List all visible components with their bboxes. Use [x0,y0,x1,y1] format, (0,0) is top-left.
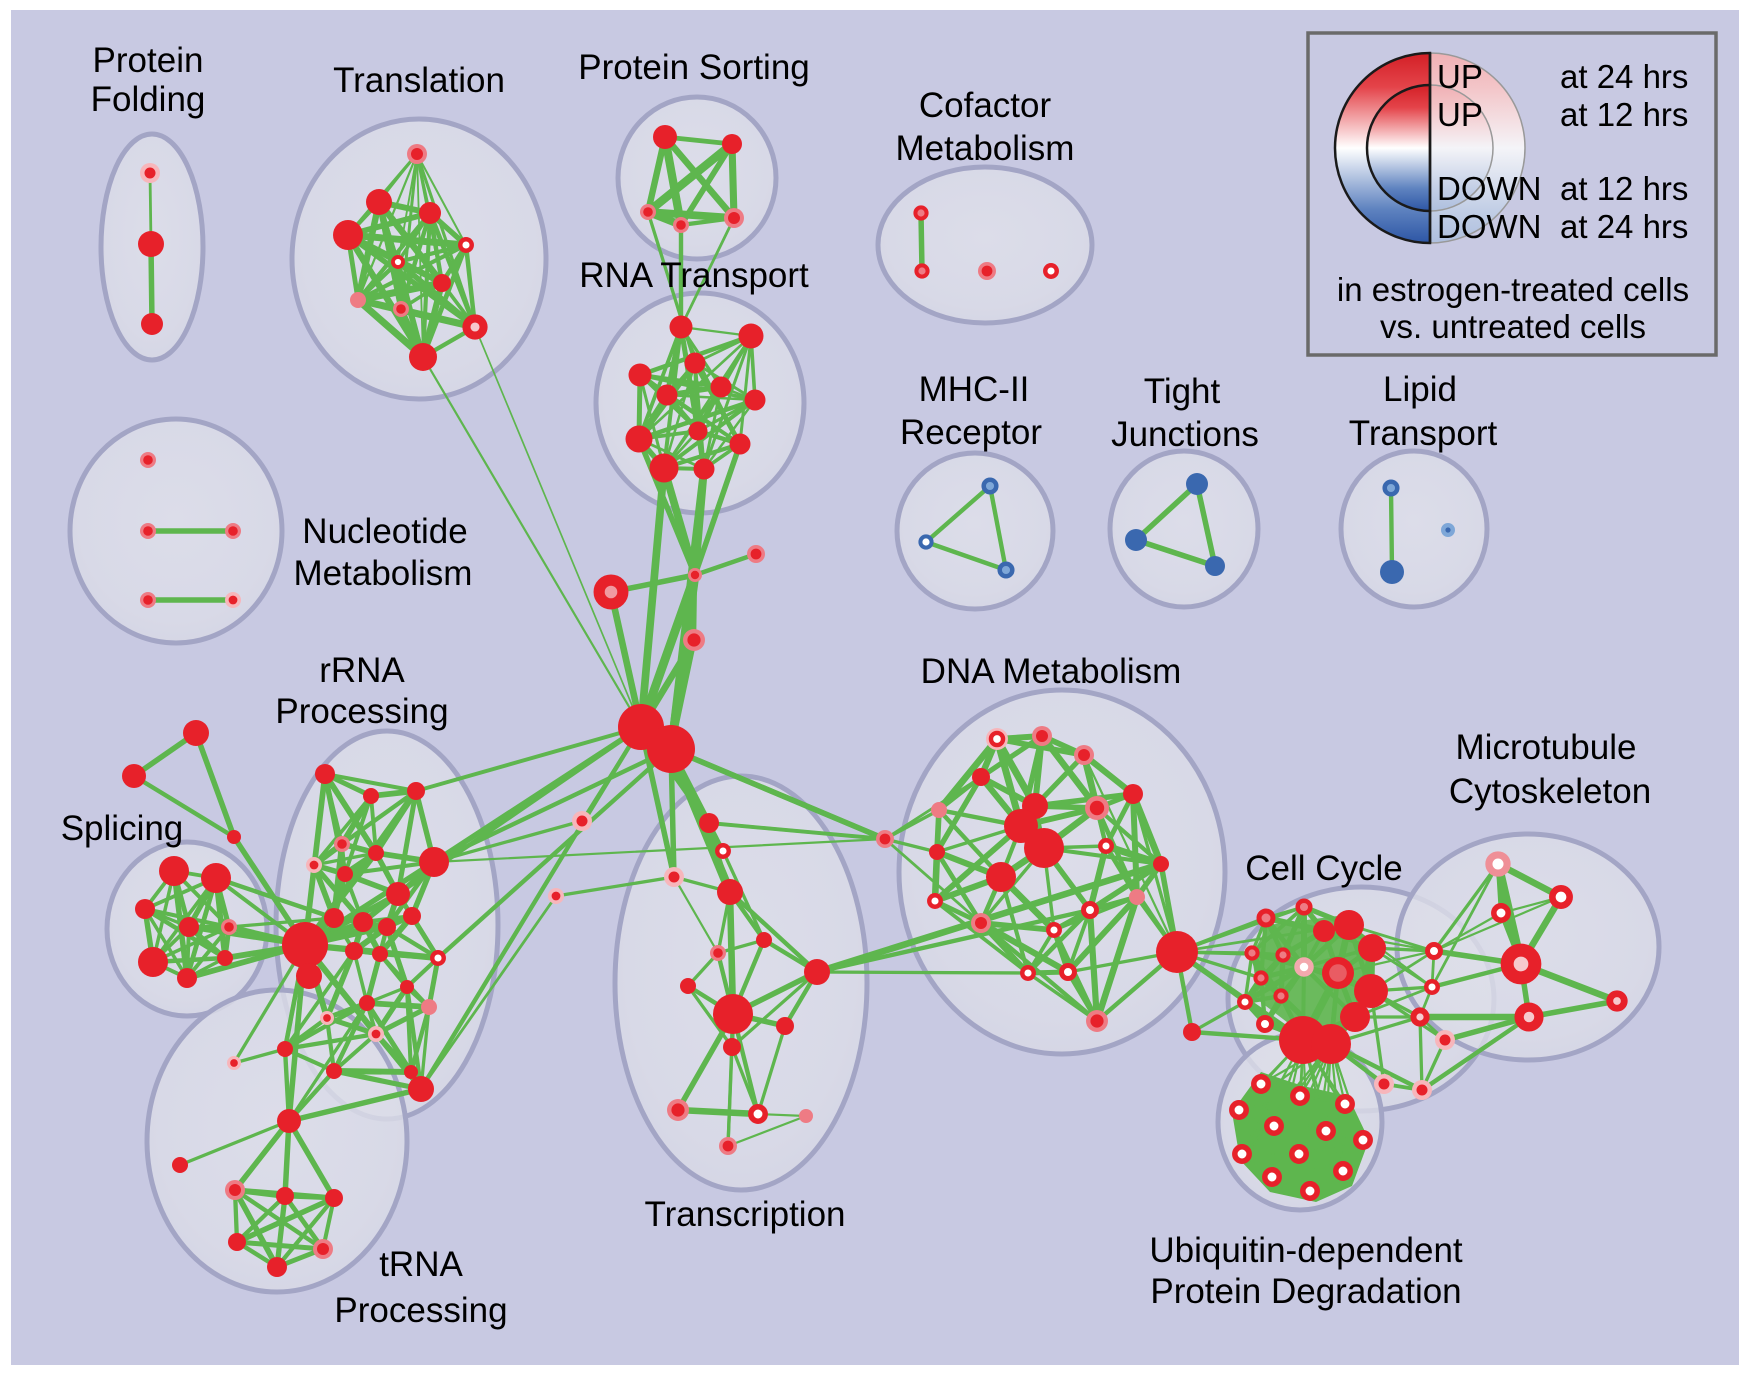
svg-text:rRNA: rRNA [319,651,405,690]
svg-text:Transcription: Transcription [645,1195,846,1234]
svg-text:at 12 hrs: at 12 hrs [1560,96,1688,133]
svg-text:Protein: Protein [93,41,204,80]
svg-text:Cell Cycle: Cell Cycle [1245,849,1403,888]
svg-text:Processing: Processing [275,692,448,731]
svg-text:Ubiquitin-dependent: Ubiquitin-dependent [1149,1231,1463,1270]
svg-text:UP: UP [1437,96,1483,133]
svg-text:Transport: Transport [1349,414,1498,453]
svg-text:Nucleotide: Nucleotide [302,512,467,551]
svg-text:RNA Transport: RNA Transport [579,256,809,295]
svg-text:Splicing: Splicing [61,809,184,848]
svg-text:MHC-II: MHC-II [919,370,1030,409]
svg-text:UP: UP [1437,58,1483,95]
svg-text:at 24 hrs: at 24 hrs [1560,208,1688,245]
svg-text:Microtubule: Microtubule [1456,728,1637,767]
svg-text:Cytoskeleton: Cytoskeleton [1449,772,1651,811]
svg-text:Metabolism: Metabolism [294,554,473,593]
svg-text:Processing: Processing [334,1291,507,1330]
svg-text:Lipid: Lipid [1383,370,1457,409]
svg-text:Protein Degradation: Protein Degradation [1150,1272,1461,1311]
svg-text:DOWN: DOWN [1437,170,1541,207]
svg-text:Metabolism: Metabolism [896,129,1075,168]
svg-text:at 24 hrs: at 24 hrs [1560,58,1688,95]
svg-text:Protein Sorting: Protein Sorting [578,48,810,87]
svg-text:DOWN: DOWN [1437,208,1541,245]
svg-text:Receptor: Receptor [900,413,1042,452]
svg-text:tRNA: tRNA [379,1245,463,1284]
svg-text:DNA Metabolism: DNA Metabolism [921,652,1182,691]
svg-text:in estrogen-treated cells: in estrogen-treated cells [1337,271,1689,308]
svg-text:Translation: Translation [333,61,505,100]
svg-text:Tight: Tight [1144,372,1221,411]
svg-text:Cofactor: Cofactor [919,86,1052,125]
svg-text:Junctions: Junctions [1111,415,1259,454]
svg-text:Folding: Folding [91,80,206,119]
svg-text:vs. untreated cells: vs. untreated cells [1380,308,1646,345]
svg-text:at 12 hrs: at 12 hrs [1560,170,1688,207]
